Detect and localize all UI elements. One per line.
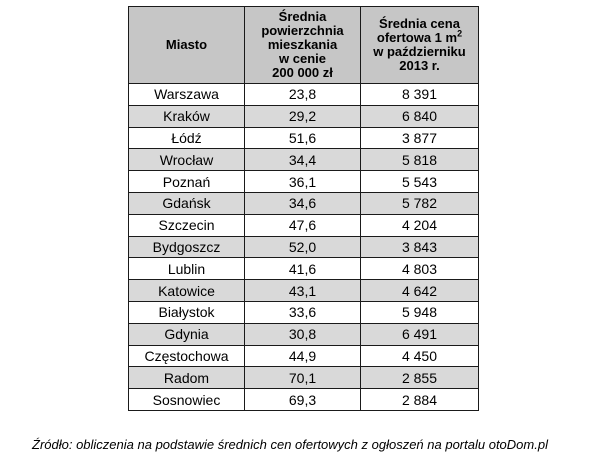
source-note: Źródło: obliczenia na podstawie średnich…	[32, 437, 548, 452]
cell-price: 5 543	[360, 170, 479, 193]
cell-city: Szczecin	[128, 213, 245, 237]
cell-city: Bydgoszcz	[128, 235, 245, 259]
table-row: Poznań 36,1 5 543	[128, 170, 479, 193]
table-row: Radom 70,1 2 855	[128, 366, 479, 390]
price-table-container: Miasto Średnia powierzchnia mieszkania w…	[128, 6, 479, 411]
table-row: Katowice 43,1 4 642	[128, 279, 479, 302]
cell-city: Sosnowiec	[128, 388, 245, 411]
table-row: Warszawa 23,8 8 391	[128, 83, 479, 106]
table-row: Gdańsk 34,6 5 782	[128, 191, 479, 215]
cell-city: Wrocław	[128, 148, 245, 172]
cell-area: 33,6	[244, 300, 361, 324]
cell-area: 36,1	[244, 170, 361, 193]
table-row: Gdynia 30,8 6 491	[128, 322, 479, 346]
cell-price: 4 450	[360, 344, 479, 368]
header-price-unit-exponent: 2	[457, 28, 463, 39]
cell-city: Warszawa	[128, 83, 245, 106]
cell-area: 44,9	[244, 344, 361, 368]
apartment-price-table: Miasto Średnia powierzchnia mieszkania w…	[128, 6, 479, 411]
cell-city: Gdańsk	[128, 191, 245, 215]
cell-area: 51,6	[244, 126, 361, 150]
cell-city: Częstochowa	[128, 344, 245, 368]
table-row: Lublin 41,6 4 803	[128, 257, 479, 281]
header-area-line-5: 200 000 zł	[272, 65, 333, 80]
header-city: Miasto	[128, 6, 245, 84]
cell-area: 70,1	[244, 366, 361, 390]
header-area-line-3: mieszkania	[267, 37, 338, 52]
header-price-line-3: w październiku	[373, 44, 466, 59]
cell-price: 2 855	[360, 366, 479, 390]
table-row: Kraków 29,2 6 840	[128, 104, 479, 128]
table-row: Częstochowa 44,9 4 450	[128, 344, 479, 368]
cell-price: 6 491	[360, 322, 479, 346]
cell-price: 3 843	[360, 235, 479, 259]
cell-area: 41,6	[244, 257, 361, 281]
header-price: Średnia cena ofertowa 1 m2 w październik…	[360, 6, 479, 84]
table-row: Sosnowiec 69,3 2 884	[128, 388, 479, 411]
cell-city: Gdynia	[128, 322, 245, 346]
table-row: Białystok 33,6 5 948	[128, 300, 479, 324]
cell-city: Łódź	[128, 126, 245, 150]
cell-area: 43,1	[244, 279, 361, 302]
header-area: Średnia powierzchnia mieszkania w cenie …	[244, 6, 361, 84]
cell-area: 52,0	[244, 235, 361, 259]
cell-city: Radom	[128, 366, 245, 390]
table-row: Wrocław 34,4 5 818	[128, 148, 479, 172]
table-row: Łódź 51,6 3 877	[128, 126, 479, 150]
cell-area: 69,3	[244, 388, 361, 411]
cell-area: 30,8	[244, 322, 361, 346]
header-price-unit: ofertowa 1 m	[376, 30, 458, 45]
cell-price: 6 840	[360, 104, 479, 128]
cell-area: 34,4	[244, 148, 361, 172]
header-area-line-2: powierzchnia	[261, 23, 344, 38]
cell-city: Poznań	[128, 170, 245, 193]
cell-price: 5 948	[360, 300, 479, 324]
cell-area: 23,8	[244, 83, 361, 106]
header-area-line-1: Średnia	[278, 9, 327, 24]
cell-price: 4 204	[360, 213, 479, 237]
cell-price: 8 391	[360, 83, 479, 106]
table-row: Szczecin 47,6 4 204	[128, 213, 479, 237]
cell-price: 5 818	[360, 148, 479, 172]
cell-price: 4 642	[360, 279, 479, 302]
cell-area: 29,2	[244, 104, 361, 128]
header-area-line-4: w cenie	[279, 51, 326, 66]
cell-price: 5 782	[360, 191, 479, 215]
cell-city: Lublin	[128, 257, 245, 281]
table-header-row: Miasto Średnia powierzchnia mieszkania w…	[128, 6, 479, 84]
table-body: Warszawa 23,8 8 391 Kraków 29,2 6 840 Łódź 51,6…	[128, 83, 479, 411]
header-price-line-4: 2013 r.	[399, 58, 440, 73]
table-row: Bydgoszcz 52,0 3 843	[128, 235, 479, 259]
cell-price: 3 877	[360, 126, 479, 150]
header-price-line-1: Średnia cena	[379, 16, 460, 31]
cell-city: Katowice	[128, 279, 245, 302]
cell-area: 34,6	[244, 191, 361, 215]
cell-city: Białystok	[128, 300, 245, 324]
header-price-line-2: ofertowa 1 m2	[376, 28, 463, 45]
cell-price: 4 803	[360, 257, 479, 281]
cell-price: 2 884	[360, 388, 479, 411]
cell-area: 47,6	[244, 213, 361, 237]
cell-city: Kraków	[128, 104, 245, 128]
